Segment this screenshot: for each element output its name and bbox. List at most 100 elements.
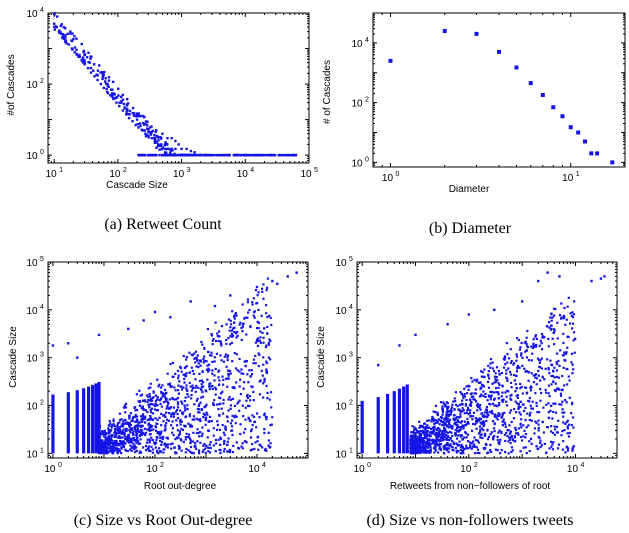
data-point	[140, 393, 144, 396]
data-point	[223, 355, 226, 358]
data-point	[217, 339, 220, 343]
data-point	[171, 397, 174, 401]
data-point	[421, 429, 424, 432]
data-point	[562, 421, 565, 424]
data-point	[500, 431, 503, 435]
data-point	[436, 420, 439, 423]
data-point	[112, 97, 115, 101]
data-point	[198, 372, 201, 376]
data-point	[81, 58, 84, 61]
data-point	[198, 418, 202, 421]
data-point	[496, 405, 499, 408]
data-point	[188, 351, 191, 354]
data-point	[557, 359, 560, 363]
data-point	[236, 153, 239, 157]
data-point	[153, 441, 156, 444]
data-point	[269, 391, 273, 394]
data-point	[570, 412, 573, 415]
data-point	[505, 400, 508, 403]
data-point	[165, 391, 168, 394]
data-point	[553, 329, 556, 332]
data-point	[255, 285, 259, 289]
data-point	[184, 375, 188, 378]
data-point	[108, 419, 111, 423]
data-point	[481, 371, 484, 374]
data-point	[490, 410, 494, 413]
data-point	[254, 362, 257, 365]
data-point	[124, 448, 127, 451]
data-point	[445, 443, 449, 446]
data-point	[150, 130, 153, 134]
data-point	[125, 110, 128, 113]
data-point	[169, 443, 172, 446]
data-point	[246, 316, 249, 319]
data-point	[451, 427, 454, 430]
data-point	[209, 153, 213, 157]
data-point	[128, 417, 131, 420]
data-point	[196, 354, 199, 357]
data-point	[409, 451, 412, 454]
data-point	[99, 82, 103, 86]
data-point	[570, 361, 573, 364]
data-point	[149, 399, 152, 402]
data-point	[226, 385, 229, 388]
data-point	[134, 424, 137, 428]
data-point	[564, 323, 567, 326]
data-point	[523, 367, 526, 370]
data-point	[540, 333, 544, 336]
data-point	[118, 431, 121, 434]
data-point	[503, 411, 506, 414]
data-point	[141, 424, 144, 427]
data-point	[433, 440, 436, 443]
data-point	[482, 422, 485, 425]
data-point	[550, 312, 553, 315]
data-point	[109, 422, 112, 425]
data-point	[420, 446, 423, 450]
data-point	[488, 377, 491, 380]
data-point	[432, 410, 435, 413]
data-point	[113, 427, 117, 431]
data-point	[197, 366, 200, 369]
data-point	[178, 380, 181, 383]
data-point	[234, 313, 237, 316]
data-point	[434, 444, 437, 447]
data-point	[197, 449, 201, 452]
data-point	[467, 413, 470, 416]
data-point	[499, 451, 502, 455]
data-point	[156, 449, 159, 452]
data-point	[213, 379, 216, 382]
data-point	[123, 404, 126, 407]
data-point	[211, 387, 214, 391]
data-point	[446, 425, 449, 428]
data-point	[516, 394, 519, 397]
data-point	[169, 385, 172, 389]
data-point	[439, 436, 443, 439]
data-point	[561, 408, 564, 411]
data-point	[547, 368, 550, 371]
data-point	[179, 438, 182, 441]
data-point	[111, 451, 114, 455]
data-point	[529, 411, 532, 414]
data-point	[476, 448, 480, 451]
data-point	[419, 440, 422, 444]
data-point	[242, 372, 245, 375]
data-point	[135, 415, 139, 418]
data-point	[165, 411, 168, 414]
data-point	[194, 378, 197, 381]
data-point	[174, 139, 177, 143]
data-point	[214, 388, 218, 391]
data-point	[512, 362, 516, 365]
data-point	[424, 429, 427, 432]
data-point	[278, 153, 282, 157]
data-point	[73, 46, 77, 49]
data-point	[250, 385, 253, 388]
data-point	[398, 344, 401, 347]
data-point	[556, 352, 559, 355]
data-point	[264, 345, 268, 349]
data-point	[468, 441, 472, 444]
data-point	[189, 385, 192, 388]
data-point	[177, 389, 180, 392]
data-point	[553, 366, 556, 369]
data-point	[438, 428, 441, 431]
data-point	[189, 300, 192, 303]
